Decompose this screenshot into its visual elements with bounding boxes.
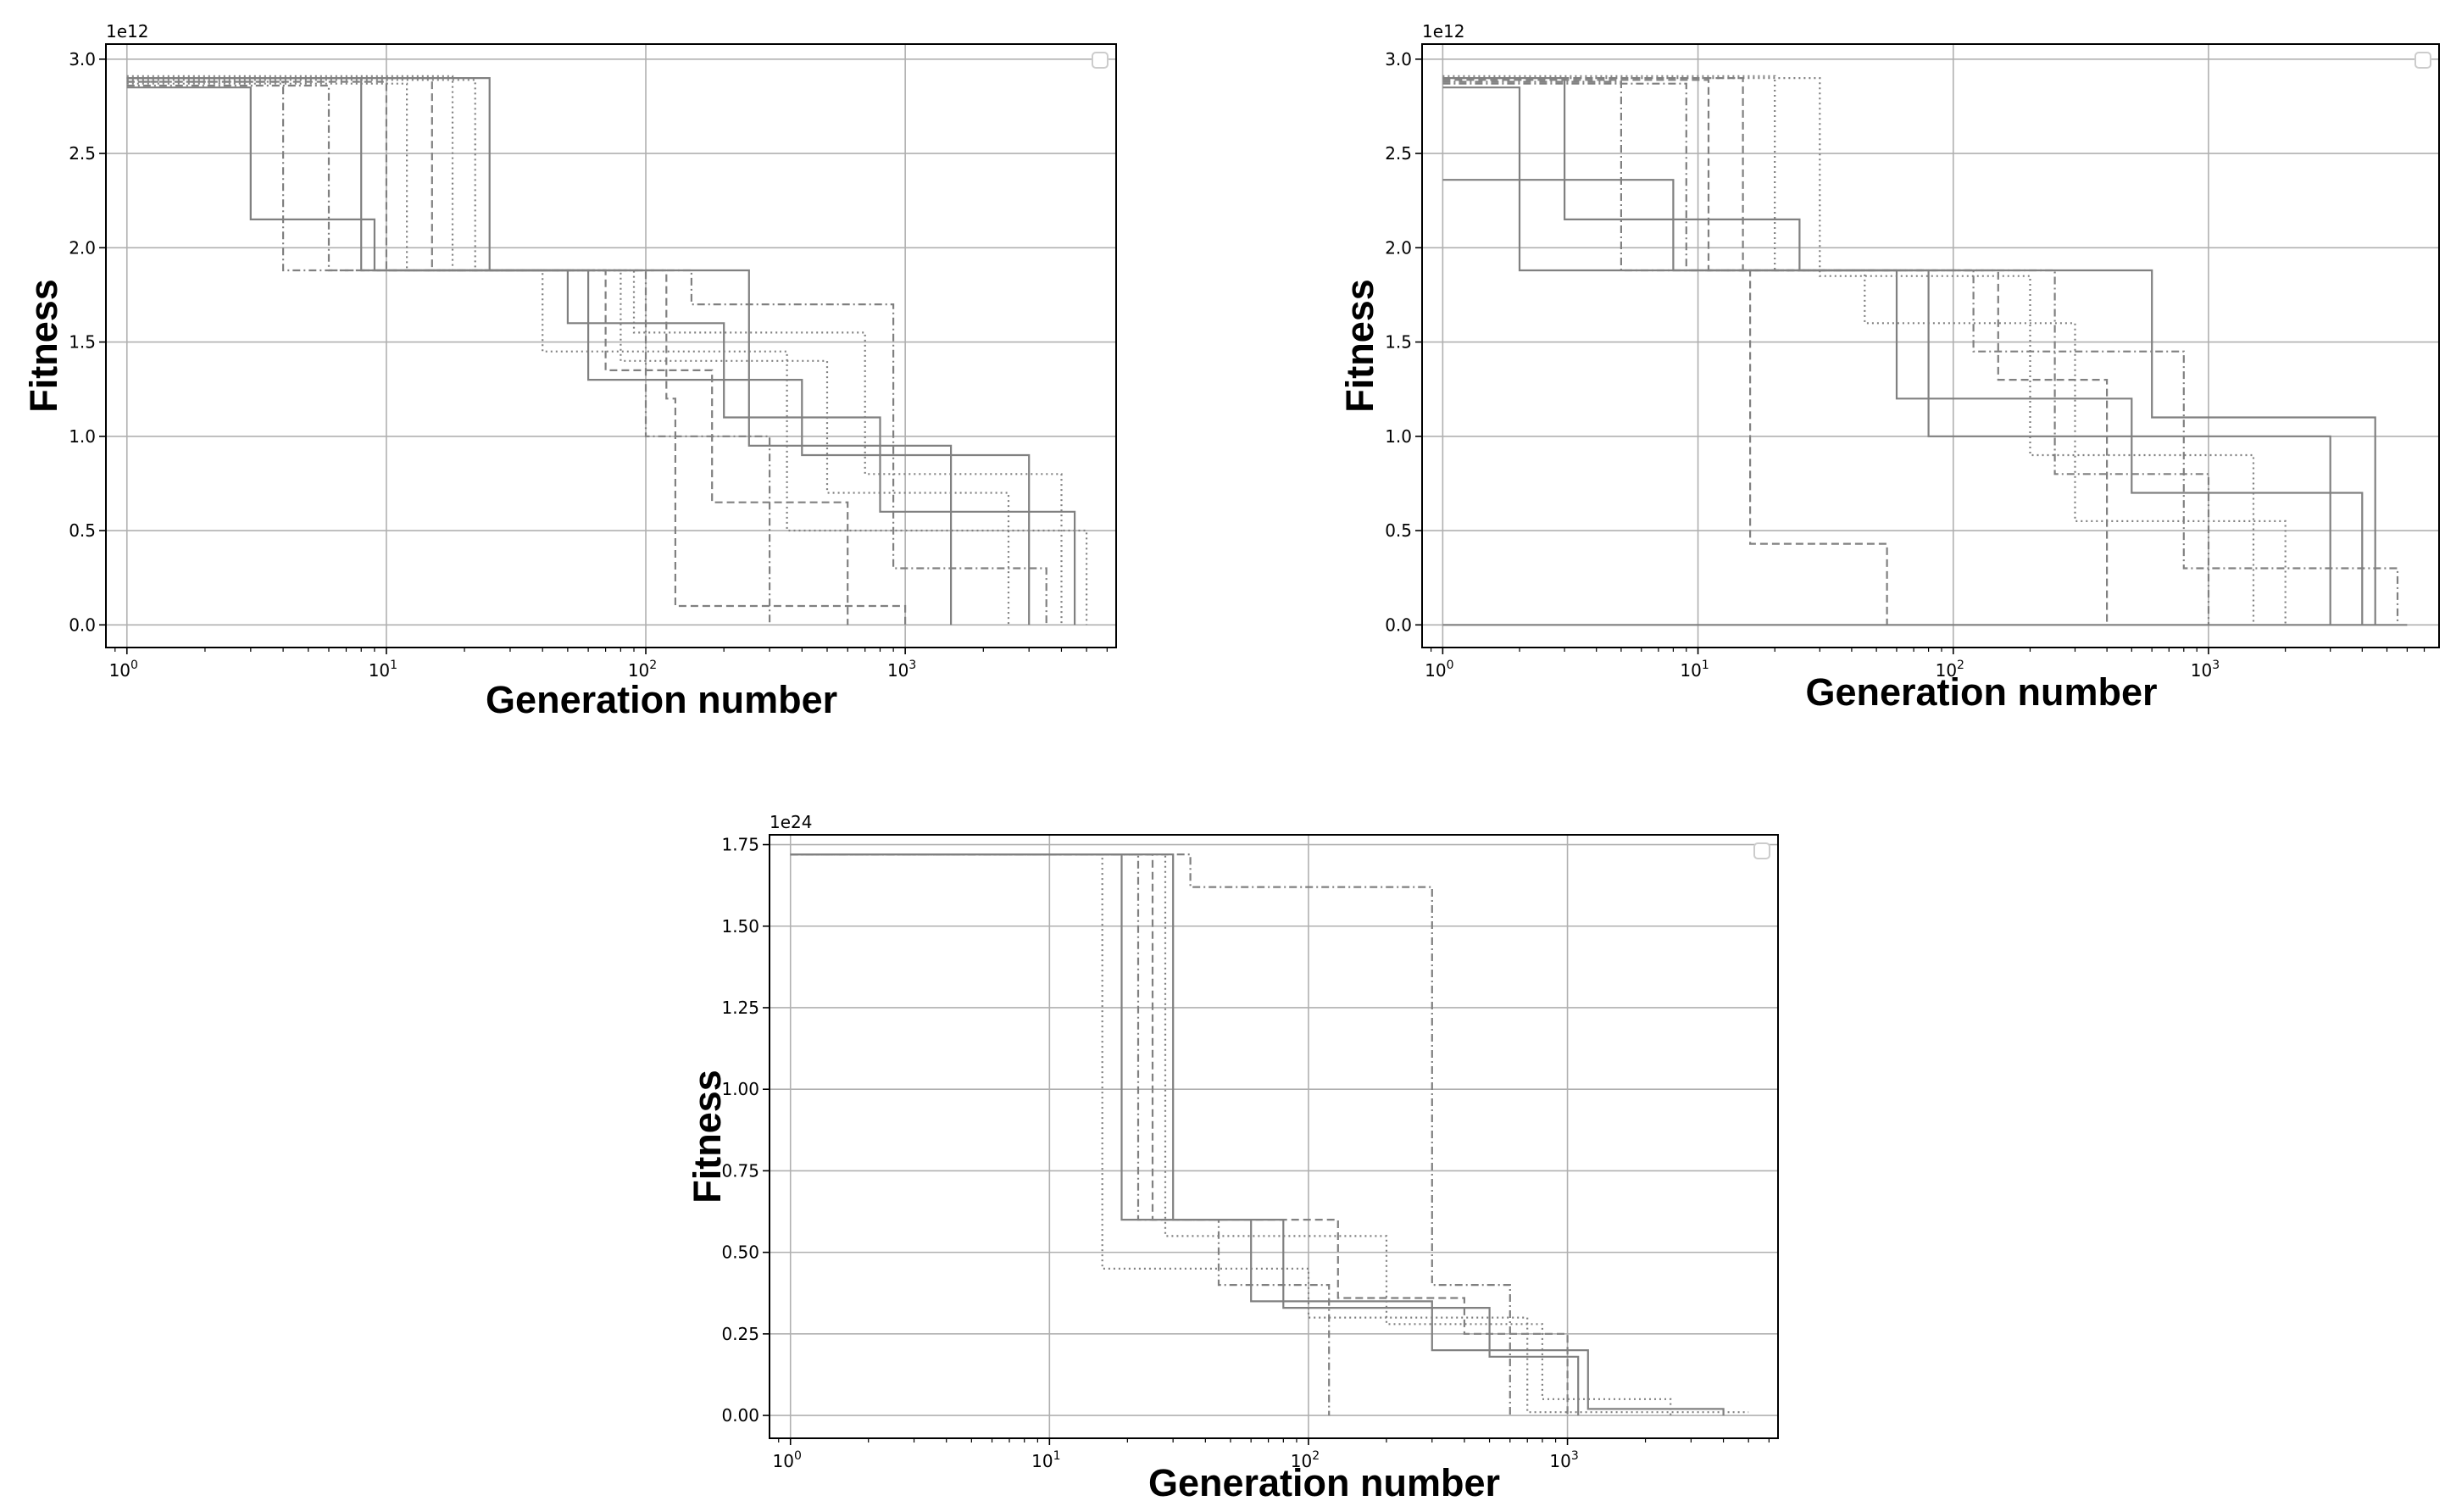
- chart-0-ytick-label-1: 0.5: [69, 520, 96, 541]
- chart-1-series-run-5: [1442, 81, 2399, 625]
- chart-0-ytick-label-4: 2.0: [69, 237, 96, 258]
- chart-2-ytick-label-5: 1.25: [721, 998, 759, 1018]
- chart-2-ylabel: Fitness: [686, 1070, 729, 1203]
- chart-1-ytick-label-1: 0.5: [1385, 520, 1412, 541]
- chart-0-xtick-label-1: 101: [369, 659, 397, 681]
- chart-1-xtick-label-0: 100: [1425, 659, 1453, 681]
- chart-2-ytick-label-1: 0.25: [721, 1324, 759, 1344]
- chart-1-xtick-label-1: 101: [1680, 659, 1709, 681]
- chart-0-ylabel: Fitness: [22, 279, 65, 413]
- chart-0-legend: [1092, 52, 1109, 69]
- chart-2-xtick-label-2: 102: [1291, 1449, 1320, 1471]
- chart-2-ytick-label-2: 0.50: [721, 1242, 759, 1263]
- chart-1-ytick-label-2: 1.0: [1385, 426, 1412, 447]
- chart-1-ylabel: Fitness: [1338, 279, 1381, 413]
- chart-2-ytick-label-0: 0.00: [721, 1405, 759, 1426]
- chart-1-series-run-7: [1442, 75, 2287, 625]
- chart-0-xtick-label-3: 103: [887, 659, 916, 681]
- chart-1-series-run-1: [1442, 179, 2364, 625]
- chart-0-ytick-label-0: 0.0: [69, 614, 96, 635]
- chart-0-offset-text: 1e12: [106, 21, 148, 42]
- chart-1-ytick-label-6: 3.0: [1385, 49, 1412, 69]
- chart-0-series-run-1: [126, 77, 1076, 625]
- chart-2-ytick-label-6: 1.50: [721, 916, 759, 937]
- chart-2-series-run-4: [790, 853, 1569, 1416]
- chart-0-series-run-8: [126, 77, 953, 625]
- chart-panel-top-right: 0.0 0.5 1.0 1.5 2.0 2.5 3.0 100 101 102 103 1e12 Gen…: [1338, 21, 2440, 714]
- chart-0-ytick-label-5: 2.5: [69, 143, 96, 164]
- chart-0-series-run-9: [126, 81, 849, 625]
- chart-1-legend: [2414, 52, 2431, 69]
- chart-0-xtick-label-0: 100: [109, 659, 138, 681]
- chart-panel-bottom: 0.00 0.25 0.50 0.75 1.00 1.25 1.50 1.75 100 101 10…: [686, 812, 1779, 1504]
- chart-1-axes-frame: [1421, 43, 2440, 648]
- chart-1-xlabel: Generation number: [1805, 670, 2157, 714]
- chart-1-offset-text: 1e12: [1422, 21, 1464, 42]
- chart-1-ytick-label-4: 2.0: [1385, 237, 1412, 258]
- chart-2-series-run-3: [790, 853, 1511, 1416]
- chart-2-xtick-label-1: 101: [1031, 1449, 1060, 1471]
- chart-0-xlabel: Generation number: [486, 678, 837, 721]
- chart-2-ytick-label-3: 0.75: [721, 1160, 759, 1181]
- chart-1-series-run-10: [1442, 82, 2210, 625]
- chart-0-series-run-7: [126, 84, 1047, 625]
- chart-1-ytick-label-5: 2.5: [1385, 143, 1412, 164]
- chart-1-xtick-label-3: 103: [2191, 659, 2220, 681]
- chart-2-ytick-label-4: 1.00: [721, 1079, 759, 1099]
- chart-2-legend: [1753, 842, 1770, 859]
- chart-2-series-run-1: [790, 853, 1725, 1416]
- chart-1-series-run-4: [1442, 77, 2255, 625]
- chart-2-offset-text: 1e24: [770, 812, 812, 832]
- chart-1-ytick-label-0: 0.0: [1385, 614, 1412, 635]
- chart-2-xlabel: Generation number: [1148, 1461, 1500, 1504]
- chart-2-series-run-6: [790, 853, 1580, 1416]
- chart-0-axes-frame: [105, 43, 1117, 648]
- chart-0-ytick-label-2: 1.0: [69, 426, 96, 447]
- chart-0-ytick-label-3: 1.5: [69, 332, 96, 353]
- chart-2-xtick-label-3: 103: [1549, 1449, 1578, 1471]
- chart-0-xtick-label-2: 102: [628, 659, 657, 681]
- chart-2-series-run-2: [790, 853, 1749, 1414]
- chart-0-series-run-6: [126, 82, 1088, 625]
- chart-0-series-run-5: [126, 77, 907, 625]
- chart-2-axes-frame: [769, 834, 1779, 1439]
- chart-1-series-run-8: [1442, 79, 2109, 625]
- chart-1-xtick-label-2: 102: [1936, 659, 1964, 681]
- chart-panel-top-left: 0.0 0.5 1.0 1.5 2.0 2.5 3.0 100 101 102 103 1e12 Gen…: [22, 21, 1117, 721]
- chart-0-series-run-10: [126, 75, 1063, 625]
- chart-0-ytick-label-6: 3.0: [69, 49, 96, 69]
- chart-1-ytick-label-3: 1.5: [1385, 332, 1412, 353]
- chart-2-xtick-label-0: 100: [773, 1449, 802, 1471]
- chart-2-ytick-label-7: 1.75: [721, 835, 759, 855]
